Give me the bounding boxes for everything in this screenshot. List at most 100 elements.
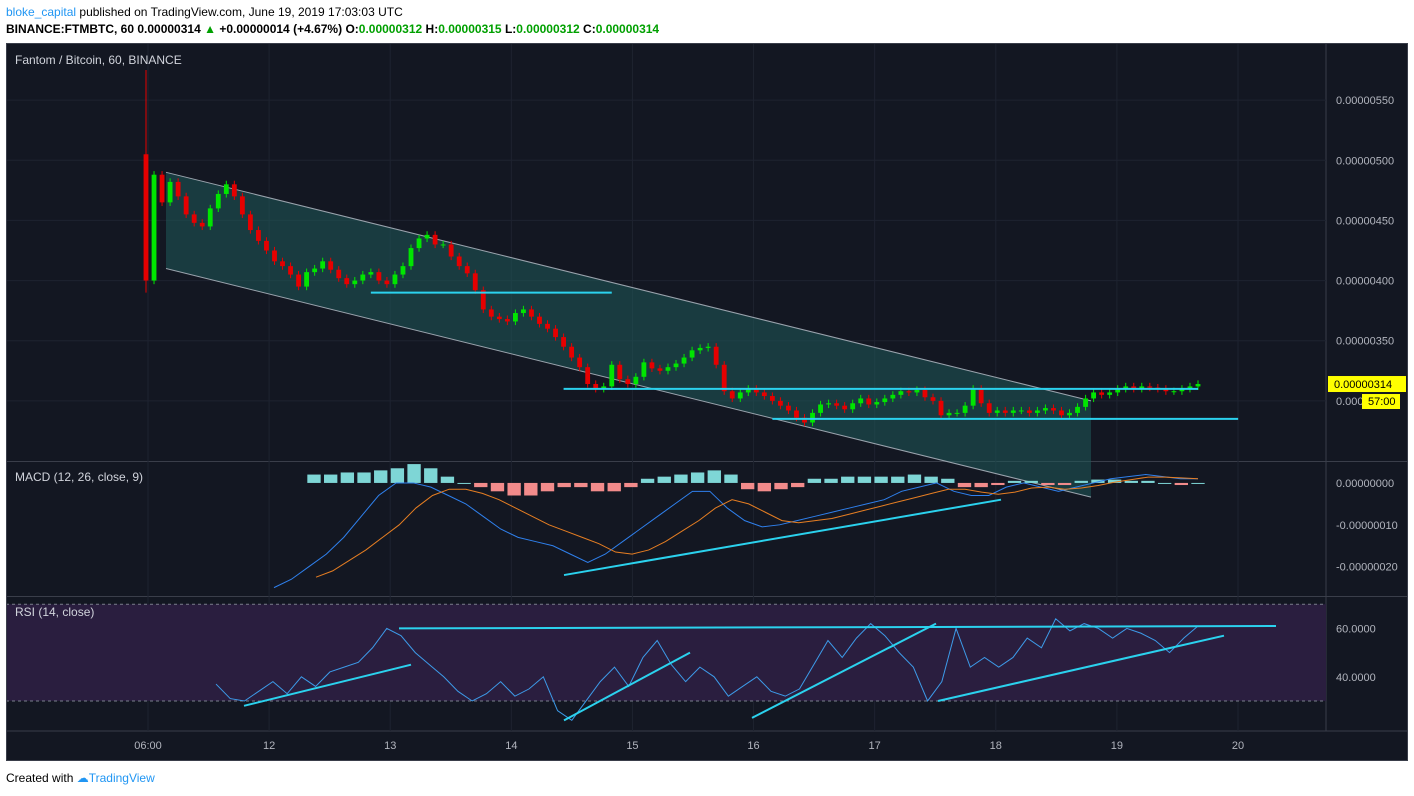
candle-body [609, 364, 615, 387]
candle-body [344, 278, 350, 285]
price-pane-title: Fantom / Bitcoin, 60, BINANCE [15, 53, 182, 67]
macd-histogram-bar [1141, 480, 1155, 483]
candle-body [521, 309, 526, 314]
macd-histogram-bar [340, 472, 355, 483]
candle-body [1187, 386, 1193, 389]
macd-histogram-bar [440, 476, 455, 483]
candle-body [737, 392, 743, 399]
time-tick-label: 20 [1232, 740, 1244, 752]
time-tick-label: 16 [747, 740, 759, 752]
macd-histogram-bar [474, 482, 488, 488]
candle-body [938, 400, 944, 416]
candle-body [408, 248, 414, 267]
candle-body [464, 266, 470, 274]
candle-body [1099, 392, 1105, 395]
candle-body [320, 261, 326, 269]
candle-body [296, 274, 301, 287]
candle-body [569, 346, 575, 358]
time-tick-label: 18 [990, 740, 1002, 752]
macd-histogram-bar [374, 470, 388, 483]
candle-body [713, 346, 719, 365]
candle-body [1002, 410, 1008, 413]
price-tag-box [1328, 376, 1406, 393]
time-tick-label: 12 [263, 740, 275, 752]
time-tick-label: 17 [869, 740, 881, 752]
rsi-tick-label: 40.0000 [1336, 672, 1376, 684]
time-tick-label: 15 [626, 740, 638, 752]
macd-histogram-bar [674, 474, 688, 483]
tradingview-brand[interactable]: TradingView [88, 771, 155, 785]
rsi-trendline [563, 651, 691, 722]
macd-histogram-bar [590, 482, 605, 492]
price-tick-label: 0.00000350 [1336, 336, 1394, 348]
open-value: 0.00000312 [358, 22, 423, 36]
rsi-tick-label: 60.0000 [1336, 623, 1376, 635]
macd-histogram-bar [1157, 482, 1172, 484]
candle-body [826, 403, 832, 405]
candle-body [1083, 398, 1088, 407]
macd-histogram-bar [1007, 480, 1022, 483]
candle-body [512, 313, 518, 322]
candle-body [488, 309, 494, 317]
candle-body [1043, 408, 1048, 411]
candle-body [986, 403, 992, 413]
macd-histogram-bar [390, 468, 405, 483]
candle-body [1123, 386, 1129, 389]
macd-histogram-bar [707, 470, 721, 483]
rsi-line [215, 617, 1199, 722]
candle-body [280, 261, 285, 267]
candle-body [1018, 410, 1024, 412]
candle-body [898, 391, 904, 395]
candle-body [272, 250, 277, 262]
candle-body [778, 400, 783, 406]
candle-body [1026, 410, 1032, 413]
candle-body [681, 357, 687, 364]
macd-histogram-bar [640, 478, 655, 483]
macd-histogram-bar [324, 474, 338, 483]
macd-tick-label: 0.00000000 [1336, 478, 1394, 490]
rsi-trendline [243, 663, 412, 707]
rsi-trendline [937, 634, 1225, 702]
candle-body [617, 364, 623, 380]
macd-histogram-bar [424, 468, 438, 483]
candle-body [231, 184, 237, 197]
macd-histogram-bar [1124, 480, 1138, 483]
candle-body [167, 181, 173, 203]
candle-body [191, 214, 197, 223]
macd-histogram-bar [1191, 482, 1205, 484]
candle-body [1195, 384, 1201, 387]
author-link[interactable]: bloke_capital [6, 5, 77, 19]
candle-body [1034, 410, 1040, 413]
candle-body [504, 319, 510, 322]
chart-canvas[interactable]: 06:00 12 13 14 15 16 17 18 19 20 0.00000550 0.00000… [6, 43, 1408, 761]
price-tag-label: 0.00000314 [1334, 379, 1392, 391]
candle-body [1163, 388, 1169, 392]
macd-histogram-bar [624, 482, 638, 488]
candle-body [810, 412, 815, 423]
candle-body [577, 357, 583, 368]
candle-body [1171, 391, 1177, 393]
macd-pane-title: MACD (12, 26, close, 9) [15, 470, 143, 484]
macd-histogram-bar [974, 482, 988, 488]
candle-body [729, 391, 735, 399]
candle-body [697, 347, 703, 351]
candle-body [705, 346, 711, 348]
candle-body [247, 214, 253, 231]
close-value: 0.00000314 [595, 22, 660, 36]
macd-histogram-bar [657, 476, 671, 483]
candle-body [689, 350, 695, 358]
macd-histogram-bar [507, 482, 521, 496]
macd-histogram-bar [1057, 482, 1072, 486]
macd-histogram-bar [907, 474, 922, 483]
macd-histogram-bar [874, 476, 888, 483]
time-tick-label: 13 [384, 740, 396, 752]
candle-body [745, 388, 751, 393]
candle-body [673, 363, 679, 368]
macd-histogram-bar [991, 482, 1005, 486]
candle-body [159, 174, 165, 203]
macd-trendline [563, 498, 1002, 577]
macd-histogram-bar [607, 482, 621, 492]
candle-body [769, 396, 775, 401]
macd-histogram-bar [307, 474, 321, 483]
candle-body [496, 316, 502, 320]
